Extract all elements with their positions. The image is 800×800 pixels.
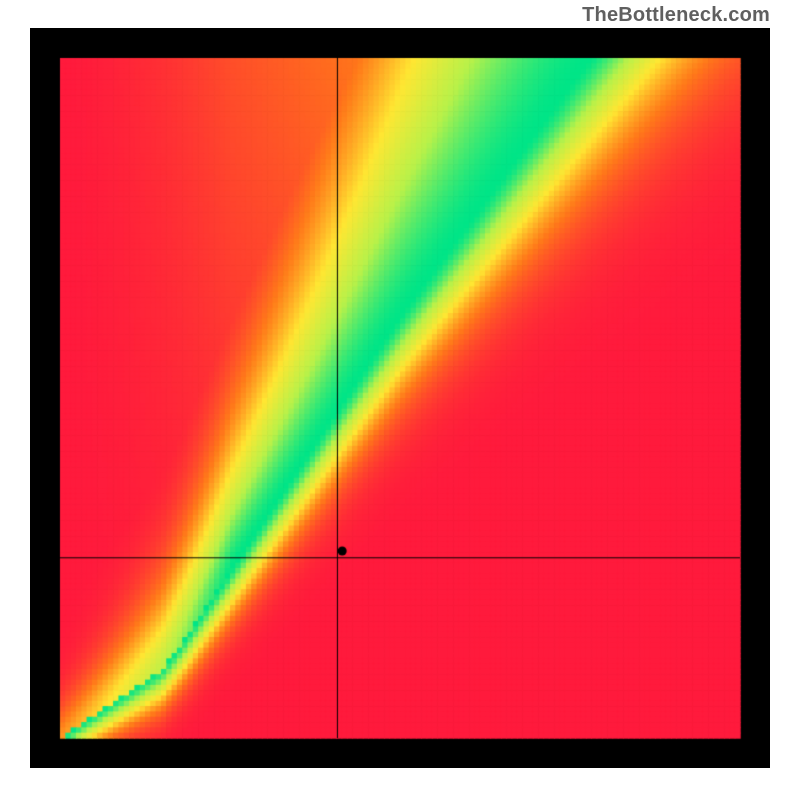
bottleneck-heatmap bbox=[30, 28, 770, 768]
chart-container: TheBottleneck.com bbox=[0, 0, 800, 800]
watermark-text: TheBottleneck.com bbox=[582, 4, 770, 27]
